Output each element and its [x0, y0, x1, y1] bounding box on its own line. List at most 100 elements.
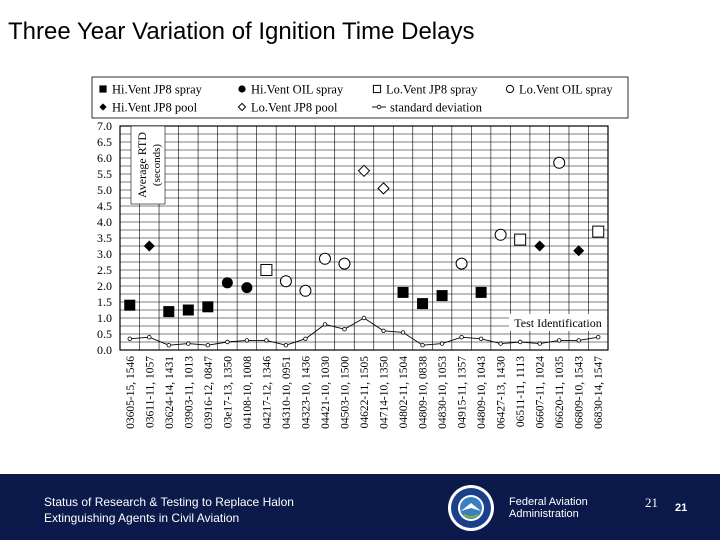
x-tick-label: 04714-10, 1350 — [379, 356, 391, 429]
y-tick-label: 7.0 — [97, 119, 112, 133]
x-tick-label: 06620-11, 1035 — [554, 356, 566, 429]
faa-seal-icon — [448, 485, 494, 531]
x-tick-label: 06511-11, 1113 — [515, 356, 527, 427]
y-tick-label: 4.5 — [97, 199, 112, 213]
std-deviation-point — [459, 335, 464, 340]
legend-label: Hi.Vent JP8 spray — [112, 83, 203, 97]
std-deviation-point — [537, 341, 542, 346]
data-point-hivent-jp8-spray — [436, 290, 448, 302]
data-point-lovent-jp8-pool — [357, 164, 371, 178]
y-tick-labels: 0.0 0.5 1.0 1.5 2.0 2.5 3.0 3.5 4.0 4.5 5.0 5.5 6.0 6… — [97, 119, 112, 357]
data-point-lovent-oil-spray — [318, 252, 331, 265]
y-tick-label: 0.5 — [97, 327, 112, 341]
std-deviation-point — [322, 322, 328, 327]
y-tick-label: 5.0 — [97, 183, 112, 197]
data-point-lovent-oil-spray — [279, 275, 292, 288]
x-tick-label: 03611-11, 1057 — [144, 356, 156, 428]
data-point-hivent-jp8-spray — [202, 301, 214, 313]
legend-label: Hi.Vent OIL spray — [251, 83, 344, 97]
y-axis-label-background — [130, 125, 166, 205]
x-tick-label: 04503-10, 1500 — [339, 356, 351, 429]
x-tick-label: 04809-10, 1043 — [476, 356, 488, 429]
data-point-lovent-jp8-pool — [377, 182, 390, 195]
data-point-hivent-jp8-spray — [397, 286, 409, 298]
std-deviation-point — [166, 343, 171, 348]
x-tick-label: 04622-11, 1505 — [359, 356, 371, 429]
std-deviation-point — [264, 338, 269, 343]
x-tick-label: 03e17-13, 1350 — [222, 356, 234, 428]
agency-line-1: Federal Aviation — [509, 496, 588, 508]
data-point-hivent-jp8-spray — [124, 299, 136, 311]
data-point-hivent-jp8-spray — [417, 298, 429, 310]
footer-caption: Status of Research & Testing to Replace … — [44, 494, 404, 526]
std-deviation-point — [596, 335, 601, 340]
std-deviation-point — [498, 341, 503, 346]
data-point-lovent-oil-spray — [299, 284, 312, 297]
y-axis-label-line-2: (seconds) — [151, 144, 163, 186]
chart-grid — [120, 126, 608, 350]
x-axis-label-background — [509, 314, 607, 331]
x-tick-label: 06427-13, 1430 — [496, 356, 508, 429]
x-axis-label: Test Identification — [509, 314, 607, 331]
std-deviation-point — [225, 339, 230, 345]
data-point-lovent-oil-spray — [553, 156, 566, 169]
y-tick-label: 2.5 — [97, 263, 112, 277]
std-deviation-point — [517, 339, 523, 345]
x-tick-labels: 03605-15, 1546 03611-11, 1057 03624-14, 14… — [125, 356, 605, 429]
std-deviation-point — [303, 336, 308, 341]
x-tick-label: 04108-10, 1008 — [242, 356, 254, 429]
footer-bar: Status of Research & Testing to Replace … — [0, 474, 720, 540]
std-deviation-point — [244, 338, 250, 343]
data-markers — [124, 156, 605, 318]
legend-marker — [99, 85, 107, 93]
x-tick-label: 03903-11, 1013 — [183, 356, 195, 429]
slide-title: Three Year Variation of Ignition Time De… — [8, 18, 475, 45]
page-number-serif: 21 — [645, 495, 658, 510]
ignition-delay-chart: Average RTD (seconds) 0.0 0.5 1.0 1.5 2.0 2.5 3… — [91, 76, 629, 429]
std-deviation-point — [127, 336, 132, 341]
footer-line-2: Extinguishing Agents in Civil Aviation — [44, 511, 240, 525]
x-tick-label: 04310-10, 0951 — [281, 356, 293, 429]
x-tick-label: 04802-11, 1504 — [398, 356, 410, 429]
data-point-lovent-oil-spray — [455, 257, 468, 270]
x-tick-label: 03916-12, 0847 — [203, 356, 215, 429]
x-tick-label: 04915-11, 1357 — [457, 356, 469, 429]
legend-marker — [505, 84, 515, 94]
legend-marker — [238, 85, 246, 93]
x-tick-label: 04830-10, 1053 — [437, 356, 449, 429]
y-tick-label: 2.0 — [97, 279, 112, 293]
std-deviation-point — [557, 338, 562, 343]
legend-box — [91, 76, 629, 119]
x-tick-label: 04323-10, 1436 — [300, 356, 312, 429]
data-point-hivent-jp8-pool — [573, 245, 585, 257]
legend-label: Lo.Vent OIL spray — [519, 83, 613, 97]
data-point-hivent-jp8-pool — [534, 240, 546, 252]
data-point-hivent-jp8-spray — [475, 286, 487, 298]
std-deviation-point — [361, 315, 367, 321]
legend-marker — [237, 102, 247, 112]
x-tick-label: 06809-10, 1543 — [574, 356, 586, 429]
data-point-lovent-jp8-spray — [514, 233, 527, 246]
data-point-hivent-oil-spray — [221, 277, 233, 289]
data-point-hivent-jp8-spray — [163, 306, 175, 318]
data-point-hivent-oil-spray — [241, 282, 253, 294]
y-axis-label-box: Average RTD (seconds) — [130, 125, 166, 205]
std-deviation-point — [205, 343, 211, 348]
faa-agency-name: Federal Aviation Administration — [509, 496, 588, 520]
x-tick-label: 04217-12, 1346 — [261, 356, 273, 429]
data-point-lovent-jp8-spray — [592, 225, 605, 238]
std-deviation-point — [478, 336, 484, 341]
y-tick-label: 3.0 — [97, 247, 112, 261]
legend-label: Lo.Vent JP8 pool — [251, 101, 338, 115]
y-tick-label: 3.5 — [97, 231, 112, 245]
data-point-lovent-jp8-spray — [260, 264, 273, 276]
plot-frame — [119, 125, 609, 351]
data-point-hivent-jp8-pool — [143, 240, 155, 252]
page-number: 21 — [675, 502, 688, 514]
std-deviation-point — [400, 330, 406, 335]
y-tick-label: 5.5 — [97, 167, 112, 181]
std-deviation-point — [420, 343, 425, 348]
std-deviation-point — [147, 335, 152, 340]
footer-line-1: Status of Research & Testing to Replace … — [44, 495, 294, 509]
std-deviation-point — [439, 341, 445, 346]
